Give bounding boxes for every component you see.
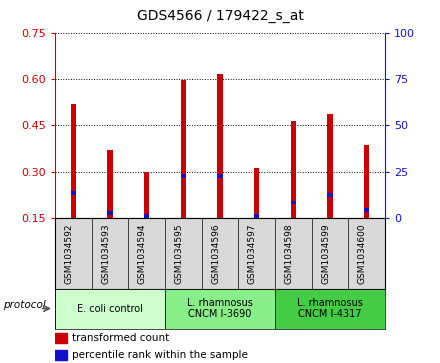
Text: GSM1034592: GSM1034592 [64, 224, 73, 284]
Bar [107, 150, 113, 218]
Text: GSM1034593: GSM1034593 [101, 224, 110, 284]
Text: transformed count: transformed count [72, 333, 169, 343]
Text: E. coli control: E. coli control [77, 303, 143, 314]
Bar [290, 200, 296, 204]
Bar [55, 333, 66, 343]
Bar [70, 104, 76, 218]
Bar [107, 211, 113, 215]
Bar [275, 289, 385, 329]
Bar [364, 145, 370, 218]
Bar [364, 208, 370, 212]
Text: GSM1034600: GSM1034600 [358, 224, 367, 284]
Bar [254, 168, 260, 218]
Bar [180, 174, 186, 178]
Text: GSM1034595: GSM1034595 [174, 224, 183, 284]
Text: L. rhamnosus
CNCM I-3690: L. rhamnosus CNCM I-3690 [187, 298, 253, 319]
Bar [217, 74, 223, 218]
Bar [180, 81, 186, 218]
Text: protocol: protocol [3, 299, 45, 310]
Bar [327, 114, 333, 218]
Text: L. rhamnosus
CNCM I-4317: L. rhamnosus CNCM I-4317 [297, 298, 363, 319]
Bar [254, 215, 260, 218]
Bar [144, 171, 150, 218]
Text: GSM1034596: GSM1034596 [211, 224, 220, 284]
Bar [327, 193, 333, 196]
Bar [290, 121, 296, 218]
Text: percentile rank within the sample: percentile rank within the sample [72, 350, 247, 360]
Text: GDS4566 / 179422_s_at: GDS4566 / 179422_s_at [136, 9, 304, 23]
Text: GSM1034594: GSM1034594 [138, 224, 147, 284]
Text: GSM1034599: GSM1034599 [321, 224, 330, 284]
Bar [144, 215, 150, 218]
Text: GSM1034597: GSM1034597 [248, 224, 257, 284]
Text: GSM1034598: GSM1034598 [284, 224, 293, 284]
Bar [217, 174, 223, 178]
Bar [165, 289, 275, 329]
Bar [55, 289, 165, 329]
Bar [70, 191, 76, 195]
Bar [55, 350, 66, 359]
